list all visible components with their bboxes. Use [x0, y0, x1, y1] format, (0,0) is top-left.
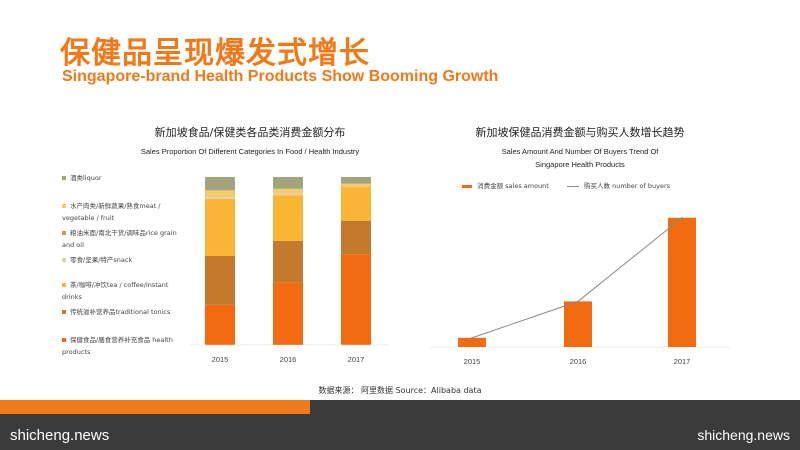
bar-segment	[341, 254, 371, 345]
buyers-point	[681, 217, 683, 219]
buyers-point	[471, 337, 473, 339]
bar-segment	[205, 304, 235, 345]
right-chart-subtitle-line1: Sales Amount And Number Of Buyers Trend …	[501, 147, 659, 156]
watermark-right: shicheng.news	[697, 427, 790, 443]
sales-amount-swatch	[462, 184, 472, 188]
bar-segment	[273, 195, 303, 241]
buyers-legend-label: 购买人数 number of buyers	[584, 182, 670, 190]
right-chart-subtitle: Sales Amount And Number Of Buyers Trend …	[440, 145, 720, 171]
buyers-point	[577, 300, 579, 303]
bar-segment	[273, 193, 303, 196]
legend-swatch	[62, 231, 66, 235]
bar-segment	[273, 188, 303, 194]
legend-label: 保健食品/膳食营养补充食品 health products	[62, 336, 173, 356]
right-chart-legend: 消费金额 sales amount 购买人数 number of buyers	[462, 180, 722, 190]
x-tick-label: 2016	[570, 357, 587, 366]
legend-swatch	[62, 283, 66, 287]
legend-swatch	[62, 338, 66, 342]
legend-swatch	[62, 176, 66, 180]
page-subtitle: Singapore-brand Health Products Show Boo…	[62, 68, 499, 85]
bar-segment	[273, 282, 303, 345]
legend-item: 传统滋补营养品traditional tonics	[62, 306, 190, 318]
legend-label: 茶/咖啡/冲饮tea / coffee/instant drinks	[62, 281, 169, 301]
bar-segment	[341, 187, 371, 221]
right-chart-title: 新加坡保健品消费金额与购买人数增长趋势	[475, 126, 685, 139]
x-tick-label: 2017	[348, 355, 365, 364]
sales-amount-legend-label: 消费金额 sales amount	[477, 182, 549, 190]
x-tick-label: 2016	[280, 355, 297, 364]
watermark-left: shicheng.news	[10, 427, 110, 444]
legend-swatch	[62, 310, 66, 314]
bar-segment	[273, 177, 303, 189]
legend-label: 酒类liquor	[70, 174, 102, 182]
legend-item: 水产肉类/新鲜蔬果/熟食meat / vegetable / fruit	[62, 200, 190, 224]
left-chart-subtitle: Sales Proportion Of Different Categories…	[140, 147, 360, 156]
legend-item: 酒类liquor	[62, 172, 190, 184]
left-chart-title: 新加坡食品/保健类各品类消费金额分布	[154, 126, 346, 139]
left-stacked-bar-chart: 2015 2016 2017	[190, 177, 390, 364]
bar-segment	[205, 177, 235, 191]
bar-segment	[205, 255, 235, 305]
x-tick-label: 2015	[464, 357, 481, 366]
right-chart-subtitle-line2: Singapore Health Products	[535, 160, 625, 169]
bar-segment	[341, 177, 371, 184]
sales-bar	[458, 337, 486, 347]
buyers-swatch	[566, 185, 579, 187]
legend-swatch	[62, 258, 66, 262]
legend-label: 粮油米面/南北干货/调味品rice grain and oil	[62, 229, 177, 249]
bar-segment	[341, 183, 371, 188]
data-source: 数据来源： 阿里数据 Source：Alibaba data	[318, 386, 482, 395]
legend-label: 传统滋补营养品traditional tonics	[70, 308, 171, 316]
bar-segment	[273, 240, 303, 283]
footer-accent-strip	[0, 400, 310, 414]
bar-segment	[205, 197, 235, 199]
legend-item: 保健食品/膳食营养补充食品 health products	[62, 334, 190, 358]
page-title: 保健品呈现爆发式增长	[60, 36, 370, 71]
sales-bar	[668, 217, 696, 347]
legend-item: 零食/坚果/特产snack	[62, 254, 190, 266]
legend-swatch	[62, 204, 66, 208]
x-tick-label: 2015	[212, 355, 229, 364]
sales-bar	[564, 301, 592, 347]
bar-segment	[341, 220, 371, 255]
legend-label: 水产肉类/新鲜蔬果/熟食meat / vegetable / fruit	[62, 202, 161, 222]
sales-and-buyers-chart: 2015 2016 2017	[430, 217, 730, 366]
x-tick-label: 2017	[674, 357, 691, 366]
bar-segment	[205, 198, 235, 256]
legend-item: 茶/咖啡/冲饮tea / coffee/instant drinks	[62, 279, 190, 303]
bar-segment	[205, 190, 235, 198]
legend-item: 粮油米面/南北干货/调味品rice grain and oil	[62, 227, 190, 251]
legend-label: 零食/坚果/特产snack	[70, 256, 133, 264]
